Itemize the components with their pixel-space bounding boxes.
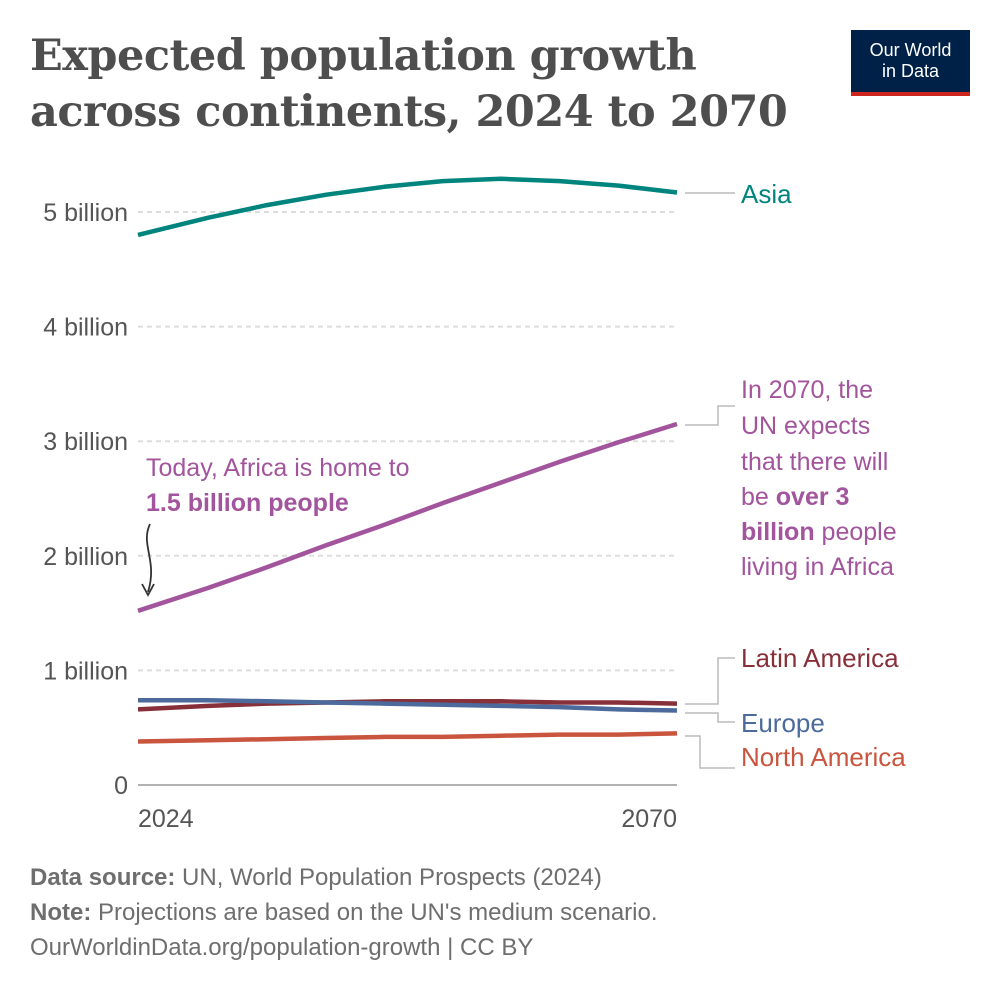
series-label: Latin America [741,643,899,673]
footer: Data source: UN, World Population Prospe… [30,860,658,965]
series-line-latin-america [137,699,678,712]
owid-logo[interactable]: Our World in Data [851,30,970,96]
annotation-span: over 3 [776,483,850,511]
source-line: Data source: UN, World Population Prospe… [30,860,658,895]
note-label: Note: [30,899,92,926]
note-line: Note: Projections are based on the UN's … [30,895,658,930]
y-tick-label: 0 [114,772,128,800]
annotation-span: In 2070, the [741,376,873,404]
annotation-future-line: In 2070, the [741,376,873,404]
label-connector [685,405,735,426]
annotation-future-line: UN expects [741,412,870,440]
y-tick-label: 5 billion [43,199,128,227]
annotation-today-line2: 1.5 billion people [146,489,349,517]
label-connector [685,735,735,769]
annotation-span: billion [741,518,815,546]
chart-title: Expected population growth across contin… [30,31,788,137]
annotation-future-line: living in Africa [741,553,894,581]
y-tick-label: 2 billion [43,543,128,571]
annotation-future-line: be over 3 [741,483,849,511]
annotation-span: that there will [741,448,888,476]
source-text: UN, World Population Prospects (2024) [175,864,602,891]
annotation-today-line1: Today, Africa is home to [146,454,410,482]
note-text: Projections are based on the UN's medium… [91,899,658,926]
logo-line2: in Data [881,61,940,81]
series-label: Asia [741,179,792,209]
arrow-head-icon [141,583,155,597]
x-tick-label: 2024 [138,805,194,833]
annotation-span: living in Africa [741,553,894,581]
label-connector [685,712,735,723]
series-label: Europe [741,708,825,738]
x-tick-label: 2070 [621,805,677,833]
annotation-future-line: that there will [741,448,888,476]
series-line-north-america [137,731,678,744]
series-line-africa [137,421,678,613]
y-tick-label: 3 billion [43,428,128,456]
label-connector [685,657,735,705]
annotation-future-line: billion people [741,518,897,546]
annotation-span: people [815,518,897,546]
annotation-arrow [145,523,153,593]
annotation-span: UN expects [741,412,870,440]
series-line-asia [137,176,678,238]
annotation-span: be [741,483,776,511]
y-tick-label: 1 billion [43,657,128,685]
series-line-europe [138,697,678,713]
source-link[interactable]: OurWorldinData.org/population-growth | C… [30,934,534,961]
series-label: North America [741,742,906,772]
y-tick-label: 4 billion [43,314,128,342]
logo-line1: Our World [869,40,952,60]
source-label: Data source: [30,864,176,891]
